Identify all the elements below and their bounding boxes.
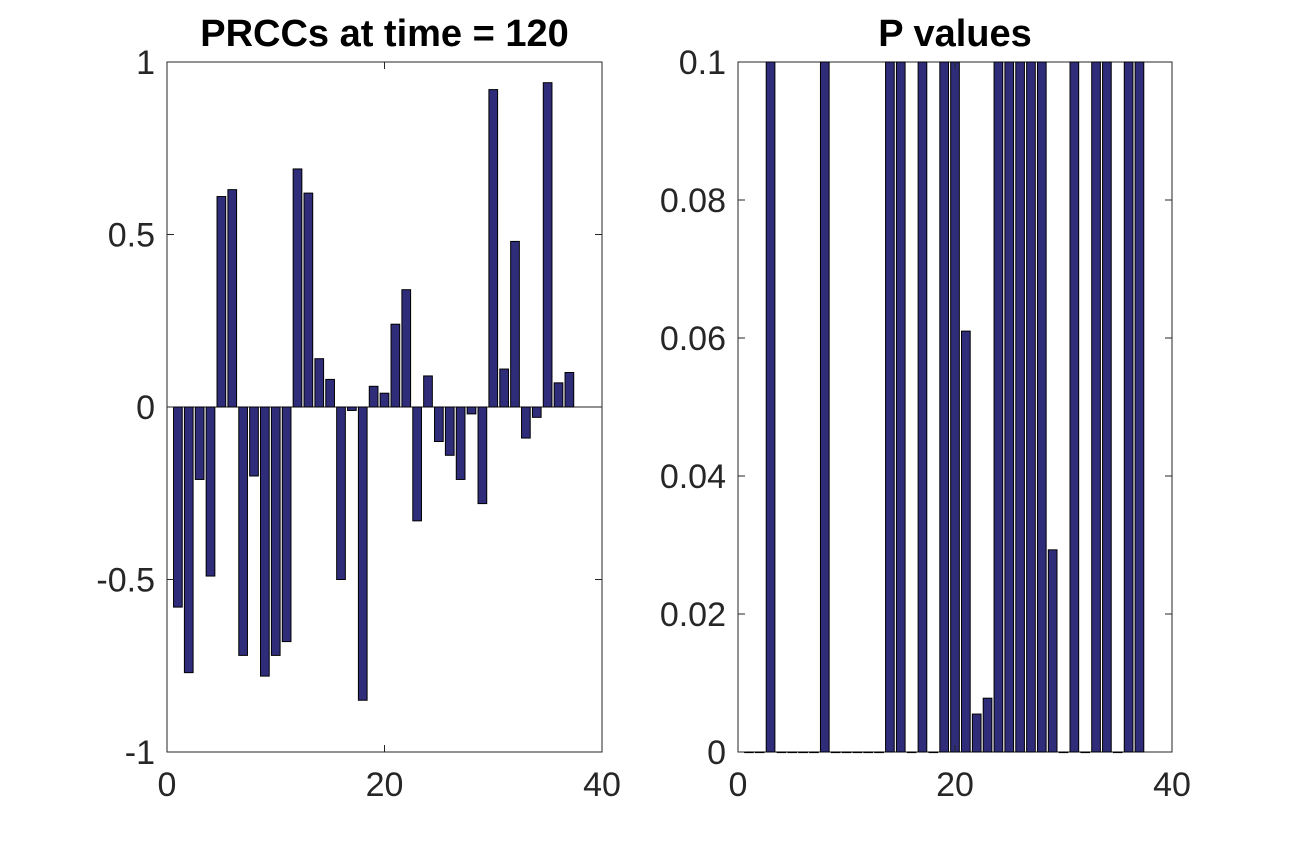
prcc-bar-30	[488, 89, 499, 408]
p-values-bar-29	[1047, 549, 1058, 753]
p-values-bar-4	[776, 751, 787, 754]
p-values-bar-28	[1036, 61, 1047, 753]
p-values-bar-35	[1112, 751, 1123, 754]
prcc-bar-20	[379, 392, 390, 408]
p-values-bar-12	[863, 751, 874, 754]
p-values-chart-title: P values	[878, 13, 1032, 55]
p-values-ytick-label: 0	[707, 734, 726, 772]
p-values-ytick-label: 0.02	[660, 596, 726, 634]
p-values-bar-31	[1069, 61, 1080, 753]
prcc-bar-19	[368, 385, 379, 408]
prcc-chart: PRCCs at time = 120 0 20 40 -1 -0.5 0 0.5 1	[96, 13, 621, 804]
p-values-bar-37	[1134, 61, 1145, 753]
prcc-bar-27	[455, 406, 466, 480]
prcc-bar-21	[390, 323, 401, 408]
p-values-bar-32	[1080, 751, 1091, 754]
p-values-bar-20	[950, 61, 960, 753]
p-values-bar-5	[787, 751, 798, 754]
prcc-bar-12	[292, 168, 303, 408]
p-values-bar-1	[744, 751, 754, 754]
p-values-bar-13	[874, 751, 884, 754]
prcc-bar-5	[216, 196, 227, 408]
prcc-ytick-label: 0.5	[108, 217, 155, 255]
p-values-xtick-label: 40	[1153, 766, 1191, 804]
prcc-bar-14	[314, 358, 325, 408]
p-values-bar-33	[1091, 61, 1101, 753]
prcc-ytick-label: -0.5	[96, 562, 155, 600]
p-values-ytick-label: 0.06	[660, 320, 726, 358]
prcc-bar-36	[553, 382, 564, 408]
prcc-bar-11	[281, 406, 292, 643]
prcc-bar-10	[270, 406, 281, 656]
p-values-bar-16	[906, 751, 917, 754]
p-values-bar-10	[841, 751, 852, 754]
prcc-bar-33	[521, 406, 531, 439]
p-values-bar-30	[1058, 751, 1069, 754]
p-values-xtick-label: 20	[936, 766, 974, 804]
p-values-ytick-label: 0.04	[660, 458, 726, 496]
prcc-bar-28	[466, 406, 477, 415]
p-values-bar-26	[1015, 61, 1025, 753]
prcc-bar-1	[173, 406, 183, 608]
p-values-bar-36	[1123, 61, 1134, 753]
prcc-bar-23	[412, 406, 422, 522]
prcc-ytick-label: 1	[136, 44, 155, 82]
prcc-bar-2	[183, 406, 194, 674]
prcc-bar-29	[477, 406, 488, 505]
prcc-chart-title: PRCCs at time = 120	[200, 13, 569, 55]
prcc-xtick-label: 20	[366, 766, 404, 804]
p-values-bar-7	[809, 751, 819, 754]
p-values-bar-2	[754, 751, 765, 754]
p-values-bar-18	[928, 751, 939, 754]
p-values-bar-8	[819, 61, 830, 753]
p-values-bar-15	[895, 61, 906, 753]
prcc-bar-4	[205, 406, 216, 577]
p-values-bar-19	[939, 61, 949, 753]
prcc-bar-15	[325, 378, 335, 408]
prcc-bar-13	[303, 192, 314, 408]
p-values-xtick-label: 0	[729, 766, 748, 804]
p-values-bar-21	[961, 330, 971, 753]
p-values-bar-34	[1102, 61, 1112, 753]
p-values-chart: P values 0 20 40 0 0.02 0.04 0.06 0.08 0.1	[660, 13, 1191, 804]
prcc-bar-8	[249, 406, 259, 477]
prcc-ytick-label: 0	[136, 389, 155, 427]
prcc-bar-16	[336, 406, 346, 580]
prcc-bar-34	[531, 406, 542, 418]
p-values-bar-3	[765, 61, 776, 753]
prcc-xtick-label: 40	[583, 766, 621, 804]
prcc-bar-31	[499, 368, 509, 408]
p-values-bar-14	[885, 61, 895, 753]
prcc-bar-7	[238, 406, 248, 656]
p-values-bar-9	[830, 751, 841, 754]
prcc-bar-24	[423, 375, 433, 408]
p-values-bar-25	[1004, 61, 1015, 753]
prcc-bar-6	[227, 189, 238, 408]
p-values-bar-22	[971, 713, 982, 753]
prcc-bar-3	[194, 406, 205, 480]
p-values-bar-24	[993, 61, 1004, 753]
prcc-bar-22	[401, 289, 412, 408]
p-values-bar-6	[798, 751, 808, 754]
prcc-ytick-label: -1	[125, 734, 155, 772]
p-values-bar-17	[917, 61, 928, 753]
prcc-bar-18	[357, 406, 368, 701]
prcc-bar-9	[260, 406, 270, 677]
prcc-bar-26	[444, 406, 455, 456]
p-values-bar-23	[982, 697, 993, 753]
p-values-bar-27	[1026, 61, 1036, 753]
prcc-bar-17	[347, 406, 357, 411]
p-values-ytick-label: 0.08	[660, 182, 726, 220]
p-values-bar-11	[852, 751, 863, 754]
prcc-xtick-label: 0	[158, 766, 177, 804]
prcc-bar-37	[564, 372, 575, 408]
p-values-ytick-label: 0.1	[679, 44, 726, 82]
prcc-bar-35	[542, 82, 553, 408]
prcc-bar-32	[510, 240, 520, 408]
prcc-bar-25	[434, 406, 444, 442]
